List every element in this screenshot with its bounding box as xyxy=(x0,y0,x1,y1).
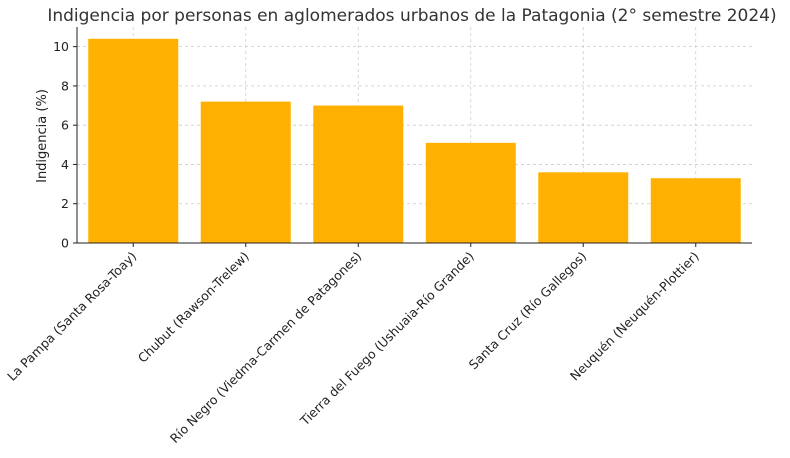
bars xyxy=(88,38,741,244)
axes xyxy=(76,27,752,244)
bar xyxy=(425,142,516,243)
y-tick-label: 6 xyxy=(61,118,69,133)
x-tick-label: Neuquén (Neuquén-Plottier) xyxy=(567,249,702,384)
bar xyxy=(88,38,179,244)
chart-title: Indigencia por personas en aglomerados u… xyxy=(47,6,776,26)
y-axis-label: Indigencia (%) xyxy=(35,89,50,183)
x-tick-label: Chubut (Rawson-Trelew) xyxy=(135,249,252,366)
bar xyxy=(538,172,629,243)
bar xyxy=(200,101,291,243)
y-tick-label: 10 xyxy=(53,39,69,54)
x-ticks: La Pampa (Santa Rosa-Toay)Chubut (Rawson… xyxy=(4,243,702,446)
bar xyxy=(313,105,404,243)
bar xyxy=(650,178,741,243)
x-tick-label: Tierra del Fuego (Ushuaia-Río Grande) xyxy=(296,249,476,429)
y-ticks: 0 2 4 6 8 10 xyxy=(53,39,77,251)
y-tick-label: 8 xyxy=(61,78,69,93)
x-tick-label: Santa Cruz (Río Gallegos) xyxy=(466,249,590,373)
y-tick-label: 4 xyxy=(61,157,69,172)
y-tick-label: 2 xyxy=(61,196,69,211)
x-tick-label: La Pampa (Santa Rosa-Toay) xyxy=(4,249,139,384)
x-tick-label: Río Negro (Viedma-Carmen de Patagones) xyxy=(167,249,364,446)
y-tick-label: 0 xyxy=(61,236,69,251)
